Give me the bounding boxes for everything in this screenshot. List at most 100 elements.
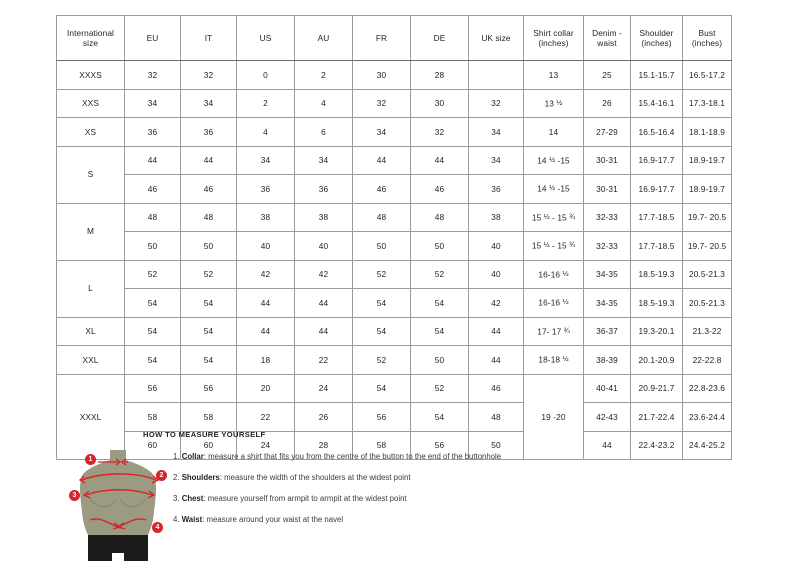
cell-bust: 19.7- 20.5 <box>682 202 732 232</box>
cell-shoulder: 20.1-20.9 <box>630 345 683 375</box>
cell-it: 48 <box>180 202 237 232</box>
table-row: L 52 52 42 42 52 52 40 16-16 ½ 34-35 18.5-19.3 20.5… <box>56 259 732 318</box>
cell-uk: 42 <box>468 288 524 318</box>
measure-item-text: : measure yourself from armpit to armpit… <box>203 493 407 503</box>
cell-uk: 50 <box>468 430 524 460</box>
shorts-shape <box>88 535 148 561</box>
column-header-bust: Bust (inches) <box>682 15 732 61</box>
cell-shoulder: 15.4-16.1 <box>630 88 683 118</box>
cell-de: 54 <box>410 402 469 432</box>
column-header-uk-size: UK size <box>468 15 524 61</box>
cell-shirt-collar: 18-18 ½ <box>523 345 584 375</box>
cell-fr: 44 <box>352 145 411 175</box>
measure-item-number: 1. <box>173 452 180 461</box>
cell-denim: 26 <box>583 88 631 118</box>
cell-us: 22 <box>236 402 295 432</box>
cell-uk: 32 <box>468 88 524 118</box>
measure-item-term: Shoulders <box>181 472 220 482</box>
header-line-2: waist <box>597 38 617 48</box>
cell-us: 24 <box>236 430 295 460</box>
cell-shirt-collar: 16-16 ½ <box>523 259 584 289</box>
cell-eu: 58 <box>124 402 181 432</box>
cell-denim: 27-29 <box>583 117 631 147</box>
cell-bust: 20.5-21.3 <box>682 288 732 318</box>
cell-shoulder: 15.1-15.7 <box>630 60 683 90</box>
column-header-fr: FR <box>352 15 411 61</box>
header-line-1: Denim - <box>592 27 622 38</box>
torso-shape <box>79 460 157 535</box>
header-line-2: size <box>82 38 99 48</box>
cell-eu: 54 <box>124 288 181 318</box>
measure-item-text: : measure a shirt that fits you from the… <box>203 452 502 461</box>
cell-bust: 18.9-19.7 <box>682 174 732 204</box>
cell-shirt-collar: 19 -20 <box>523 373 584 460</box>
cell-bust: 20.5-21.3 <box>682 259 732 289</box>
header-line-1: Shirt collar <box>533 27 574 38</box>
header-line-2: (inches) <box>641 38 672 48</box>
cell-bust: 22-22.8 <box>682 345 732 375</box>
cell-uk: 40 <box>468 259 524 289</box>
cell-eu: 36 <box>124 117 181 147</box>
cell-eu: 54 <box>124 345 181 375</box>
cell-eu: 54 <box>124 316 181 346</box>
cell-au: 44 <box>294 288 353 318</box>
measure-instructions-list: 1. Collar: measure a shirt that fits you… <box>173 452 733 535</box>
cell-international-size: M <box>56 202 125 261</box>
header-line-1: International <box>67 27 114 38</box>
cell-bust: 21.3-22 <box>682 316 732 346</box>
measure-item-waist: 4. Waist: measure around your waist at t… <box>173 515 733 524</box>
measure-item-term: Collar <box>181 452 204 461</box>
cell-shirt-collar: 14 ½ -15 <box>523 145 584 175</box>
cell-shirt-collar: 15 ½ - 15 ¾ <box>523 202 584 232</box>
cell-shirt-collar: 16-16 ½ <box>523 288 584 318</box>
torso-measurement-illustration: 1 2 3 4 <box>66 446 178 566</box>
cell-uk: 34 <box>468 145 524 175</box>
cell-us: 2 <box>236 88 295 118</box>
cell-au: 40 <box>294 231 353 261</box>
cell-shoulder: 18.5-19.3 <box>630 288 683 318</box>
table-row: 58 58 22 26 56 54 48 42-43 21.7-22.4 23.6-24.4 <box>57 402 732 432</box>
cell-shoulder: 18.5-19.3 <box>630 259 683 289</box>
cell-it: 32 <box>180 60 237 90</box>
table-row: XXXS 32 32 0 2 30 28 13 25 15.1-15.7 16.5-17.2 <box>56 60 732 90</box>
table-row: XXS 34 34 2 4 32 30 32 13 ½ 26 15.4-16.1 17.3-18.1 <box>56 88 732 118</box>
cell-denim: 30-31 <box>583 145 631 175</box>
cell-shoulder: 16.9-17.7 <box>630 145 683 175</box>
cell-eu: 34 <box>124 88 181 118</box>
cell-fr: 54 <box>352 316 411 346</box>
cell-shirt-collar: 17- 17 ¾ <box>523 316 584 346</box>
cell-uk <box>468 60 524 90</box>
cell-au: 6 <box>294 117 353 147</box>
cell-uk: 36 <box>468 174 524 204</box>
cell-denim: 32-33 <box>583 202 631 232</box>
cell-denim: 40-41 <box>583 373 631 403</box>
table-row: XS 36 36 4 6 34 32 34 14 27-29 16.5-16.4 18.1-18.9 <box>56 117 732 147</box>
cell-it: 54 <box>180 345 237 375</box>
cell-fr: 34 <box>352 117 411 147</box>
cell-denim: 30-31 <box>583 174 631 204</box>
cell-de: 50 <box>410 231 469 261</box>
cell-de: 56 <box>410 430 469 460</box>
waist-measure-arc-left <box>89 518 119 528</box>
column-header-us: US <box>236 15 295 61</box>
callout-marker-2: 2 <box>156 470 167 481</box>
measure-item-number: 4. <box>173 514 180 524</box>
cell-shirt-collar: 14 <box>523 117 584 147</box>
cell-fr: 50 <box>352 231 411 261</box>
shoulders-arrow-left <box>78 475 86 484</box>
cell-us: 34 <box>236 145 295 175</box>
cell-us: 0 <box>236 60 295 90</box>
cell-shoulder: 19.3-20.1 <box>630 316 683 346</box>
cell-us: 42 <box>236 259 295 289</box>
column-header-eu: EU <box>124 15 181 61</box>
cell-eu: 52 <box>124 259 181 289</box>
cell-de: 52 <box>410 373 469 403</box>
table-row: XL 54 54 44 44 54 54 44 17- 17 ¾ 36-37 19.3-20.1 21… <box>56 316 732 346</box>
measure-item-number: 2. <box>173 472 180 482</box>
cell-de: 28 <box>410 60 469 90</box>
cell-fr: 32 <box>352 88 411 118</box>
collar-arrow-right <box>115 458 122 466</box>
cell-us: 40 <box>236 231 295 261</box>
cell-shoulder: 21.7-22.4 <box>630 402 683 432</box>
cell-denim: 42-43 <box>583 402 631 432</box>
